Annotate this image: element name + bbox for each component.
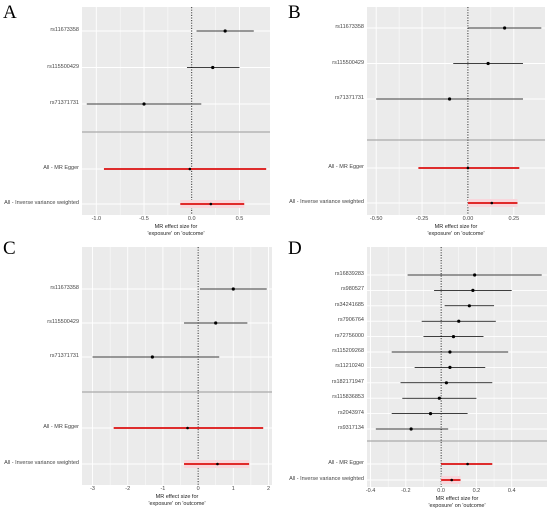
x-tick-label: -3 bbox=[90, 486, 95, 492]
x-tick-label: 0.5 bbox=[235, 216, 244, 222]
x-tick-label: -0.2 bbox=[401, 488, 411, 494]
x-tick-label: 0 bbox=[196, 486, 200, 492]
plot-background bbox=[82, 7, 270, 215]
snp-point bbox=[150, 355, 154, 359]
forest-plot-svg bbox=[82, 7, 270, 215]
snp-label: rs72756000 bbox=[334, 332, 364, 339]
snp-label: rs34241685 bbox=[334, 301, 364, 308]
summary-label: All - Inverse variance weighted bbox=[289, 199, 364, 205]
snp-point bbox=[448, 350, 452, 354]
x-axis-title: 'exposure' on 'outcome' bbox=[428, 502, 486, 509]
x-axis-title: MR effect size for bbox=[434, 224, 478, 230]
x-axis-title: 'exposure' on 'outcome' bbox=[148, 500, 206, 507]
snp-label: rs2043974 bbox=[338, 409, 364, 416]
summary-point bbox=[188, 167, 192, 171]
snp-point bbox=[231, 287, 235, 291]
snp-point bbox=[409, 427, 413, 431]
x-tick-label: 0.00 bbox=[462, 216, 474, 222]
x-tick-label: 2 bbox=[266, 486, 270, 492]
x-axis-title: 'exposure' on 'outcome' bbox=[427, 230, 485, 237]
panel-letter-a: A bbox=[3, 2, 17, 23]
snp-label: rs115500429 bbox=[332, 59, 364, 66]
x-tick-label: -1.0 bbox=[91, 216, 102, 222]
snp-point bbox=[448, 365, 452, 369]
snp-point bbox=[444, 381, 449, 385]
summary-point bbox=[209, 202, 213, 206]
forest-plot-panel-b: B rs11673358 rs115500429 rs71371731 All - M… bbox=[275, 0, 550, 237]
x-tick-label: 0.0 bbox=[437, 488, 445, 494]
snp-label: rs16839283 bbox=[334, 271, 364, 277]
summary-point bbox=[466, 166, 470, 170]
snp-point bbox=[457, 319, 461, 323]
snp-point bbox=[486, 61, 490, 66]
x-axis-title: 'exposure' on 'outcome' bbox=[147, 230, 205, 237]
summary-point bbox=[186, 426, 189, 430]
summary-label: All - Inverse variance weighted bbox=[289, 476, 364, 482]
snp-point bbox=[451, 335, 456, 339]
panel-letter-d: D bbox=[288, 238, 302, 259]
snp-label: rs11673358 bbox=[50, 285, 79, 291]
x-tick-label: 0.25 bbox=[508, 216, 520, 222]
x-tick-label: 0.4 bbox=[507, 488, 516, 494]
summary-point bbox=[216, 462, 219, 466]
snp-label: rs71371731 bbox=[49, 353, 79, 359]
snp-point bbox=[447, 97, 452, 101]
summary-label: All - Inverse variance weighted bbox=[4, 200, 79, 206]
summary-point bbox=[466, 462, 469, 466]
panel-letter-b: B bbox=[288, 2, 301, 23]
snp-label: rs11673358 bbox=[335, 24, 364, 30]
snp-label: rs11673358 bbox=[50, 27, 79, 33]
x-tick-label: -0.50 bbox=[369, 216, 383, 222]
forest-plot-svg bbox=[82, 247, 272, 485]
snp-label: rs115500429 bbox=[47, 63, 79, 70]
snp-point bbox=[428, 412, 433, 416]
snp-label: rs11210240 bbox=[335, 363, 364, 370]
x-axis-title: MR effect size for bbox=[435, 496, 479, 502]
summary-label: All - Inverse variance weighted bbox=[4, 460, 79, 466]
snp-point bbox=[437, 396, 441, 400]
snp-point bbox=[471, 288, 475, 292]
snp-point bbox=[214, 321, 218, 325]
snp-point bbox=[211, 65, 215, 70]
x-tick-label: 0.2 bbox=[472, 488, 481, 494]
x-tick-label: -1 bbox=[160, 486, 166, 492]
summary-label: All - MR Egger bbox=[43, 165, 79, 171]
snp-point bbox=[503, 26, 507, 30]
x-tick-label: -0.5 bbox=[139, 216, 149, 222]
x-tick-label: -0.4 bbox=[365, 488, 376, 494]
forest-plot-svg bbox=[367, 247, 547, 487]
summary-label: All - MR Egger bbox=[43, 424, 79, 430]
snp-point bbox=[467, 304, 471, 308]
snp-point bbox=[223, 29, 227, 33]
x-axis-title: MR effect size for bbox=[155, 494, 199, 500]
snp-label: rs71371731 bbox=[49, 100, 79, 106]
snp-label: rs980527 bbox=[341, 286, 364, 293]
x-axis-title: MR effect size for bbox=[154, 224, 198, 230]
forest-plot-svg bbox=[367, 7, 545, 215]
panel-letter-c: C bbox=[3, 238, 16, 259]
snp-label: rs115500429 bbox=[47, 319, 79, 325]
x-tick-label: -2 bbox=[125, 486, 131, 492]
snp-label: rs182171947 bbox=[331, 378, 364, 385]
forest-plot-panel-d: D rs16839283 rs980527 rs34241685 rs7906764 r… bbox=[275, 234, 550, 513]
snp-point bbox=[142, 102, 146, 106]
snp-label: rs115209268 bbox=[332, 348, 364, 354]
plot-background bbox=[367, 7, 545, 215]
snp-label: rs9317134 bbox=[338, 425, 364, 431]
summary-point bbox=[450, 478, 454, 482]
summary-point bbox=[490, 201, 494, 205]
plot-background bbox=[82, 247, 272, 485]
snp-point bbox=[473, 273, 477, 277]
x-tick-label: 0.0 bbox=[187, 216, 196, 222]
forest-plot-panel-a: A rs11673358 rs115500429 rs71371731 All - M… bbox=[0, 0, 275, 237]
x-tick-label: -0.25 bbox=[415, 216, 429, 222]
snp-label: rs115836853 bbox=[332, 394, 364, 401]
summary-label: All - MR Egger bbox=[328, 460, 364, 466]
snp-label: rs71371731 bbox=[334, 95, 364, 101]
snp-label: rs7906764 bbox=[338, 317, 364, 324]
forest-plot-panel-c: C rs11673358 rs115500429 rs71371731 All - M… bbox=[0, 234, 275, 513]
summary-label: All - MR Egger bbox=[328, 164, 364, 170]
x-tick-label: 1 bbox=[231, 486, 235, 492]
